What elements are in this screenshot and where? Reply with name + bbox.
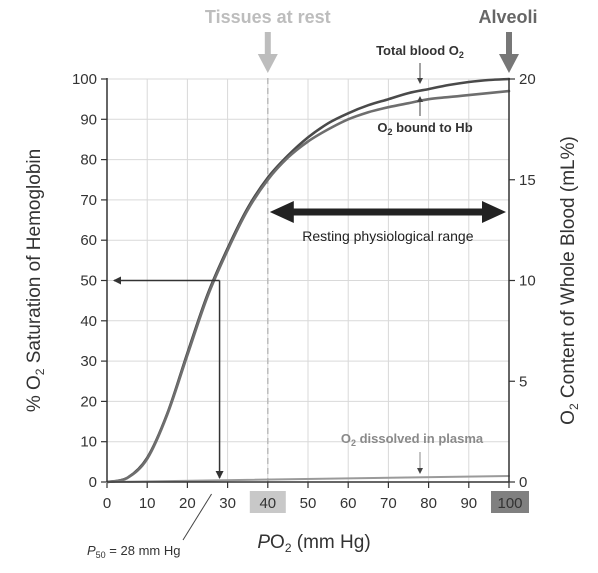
resting-range-double-arrow	[269, 200, 506, 223]
x-tick-label: 30	[219, 495, 236, 512]
y-tick-label: 10	[80, 434, 97, 451]
axis-ticks: 0 10 20 30 40 50 60 70 80 90 100010203040506070809…	[72, 71, 536, 512]
o2-dissolved-in-plasma-curve	[106, 475, 510, 483]
y-tick-label: 70	[80, 192, 97, 209]
alveoli-label: Alveoli	[478, 7, 537, 27]
y2-tick-label: 0	[519, 474, 527, 491]
x-axis-title: PO2 (mm Hg)	[257, 532, 370, 555]
y-tick-label: 60	[80, 232, 97, 249]
x-tick-label: 100	[497, 495, 522, 512]
x-tick-label: 10	[139, 495, 156, 512]
y2-tick-label: 20	[519, 71, 536, 88]
y-tick-label: 0	[89, 474, 97, 491]
tick-highlight-100	[491, 491, 529, 513]
y-tick-label: 40	[80, 313, 97, 330]
x-tick-label: 50	[300, 495, 317, 512]
y-tick-label: 30	[80, 353, 97, 370]
o2-bound-to-hb-label: O2 bound to Hb	[377, 120, 472, 137]
alveoli-down-arrow	[499, 32, 519, 73]
p50-label: P50 = 28 mm Hg	[87, 543, 180, 560]
o2-bound-to-hb-curve	[105, 89, 511, 484]
series-lines	[105, 77, 511, 484]
tissues-at-rest-label: Tissues at rest	[205, 7, 331, 27]
total-blood-o2-label: Total blood O2	[376, 43, 464, 60]
y2-axis-title: O2 Content of Whole Blood (mL%)	[558, 136, 581, 425]
tick-highlight-40	[249, 491, 286, 513]
y-axis-title: % O2 Saturation of Hemoglobin	[24, 149, 47, 412]
y-tick-label: 80	[80, 152, 97, 169]
x-tick-label: 20	[179, 495, 196, 512]
y2-tick-label: 15	[519, 172, 536, 189]
y2-tick-label: 10	[519, 273, 536, 290]
x-tick-label: 40	[259, 495, 276, 512]
x-tick-label: 90	[460, 495, 477, 512]
y-tick-label: 100	[72, 71, 97, 88]
y2-tick-label: 5	[519, 373, 527, 390]
tissues-down-arrow	[257, 32, 278, 73]
x-tick-label: 60	[340, 495, 357, 512]
y-tick-label: 50	[80, 273, 97, 290]
highlight-boxes	[249, 491, 529, 513]
x-tick-label: 80	[420, 495, 437, 512]
resting-range-label: Resting physiological range	[302, 228, 473, 244]
o2-dissolved-in-plasma-label: O2 dissolved in plasma	[341, 431, 484, 448]
p50-leader-line	[182, 493, 212, 541]
y-tick-label: 20	[80, 393, 97, 410]
x-tick-label: 70	[380, 495, 397, 512]
y-tick-label: 90	[80, 111, 97, 128]
x-tick-label: 0	[103, 495, 111, 512]
